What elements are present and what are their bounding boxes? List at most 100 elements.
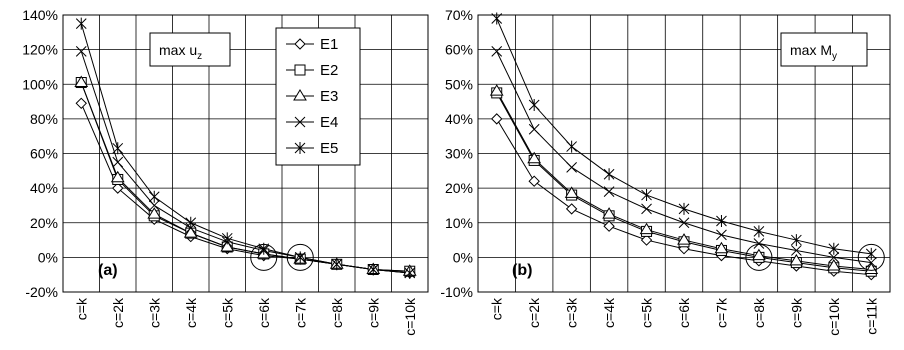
x-tick-label: c=k (73, 297, 89, 320)
x-tick-label: c=6k (256, 297, 272, 328)
data-point-e4 (112, 156, 124, 168)
data-point-e3 (489, 84, 504, 96)
y-tick-label: 120% (22, 42, 58, 58)
y-tick-label: 10% (445, 215, 473, 231)
x-tick-label: c=4k (183, 297, 199, 328)
data-point-e4 (753, 238, 765, 249)
data-point-e3 (220, 240, 235, 252)
data-point-e1 (565, 203, 578, 215)
panel-label: (b) (512, 262, 532, 279)
data-point-e4 (716, 229, 727, 241)
data-point-e3 (789, 253, 804, 266)
data-point-e5 (566, 140, 577, 153)
chart-panel-a: -20% 0% 20% 40% 60% 80% 100% 120% 140% c=k c=2k c=3… (22, 7, 429, 336)
y-tick-label: 0% (453, 249, 473, 265)
y-tick-label: 0% (38, 249, 58, 265)
data-point-e5 (75, 17, 87, 30)
data-point-e5 (828, 242, 840, 255)
data-point-e3 (677, 233, 691, 245)
plot-frame (477, 14, 891, 293)
x-tick-label: c=2k (526, 297, 542, 328)
chart-panel-b: -10% 0% 10% 20% 30% 40% 50% 60% 70% c=k c=2k c=3k c=… (440, 7, 891, 336)
legend-label: E2 (320, 62, 338, 79)
data-point-e3 (826, 259, 841, 271)
legend-marker-e4 (294, 116, 306, 128)
x-tick-label: c=7k (292, 297, 308, 328)
y-tick-label: 30% (445, 146, 473, 162)
y-tick-label: 60% (445, 42, 473, 58)
data-point-e5 (641, 189, 652, 202)
highlight-circle (745, 243, 773, 271)
data-point-e3 (864, 262, 879, 274)
y-tick-label: 100% (22, 76, 58, 92)
data-point-e5 (367, 263, 379, 276)
y-tick-label: 70% (445, 7, 473, 23)
data-point-e4 (566, 161, 577, 173)
annotation-label: max My (790, 42, 837, 62)
x-tick-label: c=5k (219, 297, 235, 328)
data-point-e1 (75, 97, 87, 110)
data-point-e1 (112, 182, 124, 194)
data-point-e3 (752, 248, 766, 261)
y-tick-label: 60% (30, 146, 58, 162)
legend-marker-e3 (293, 89, 307, 101)
x-tick-label: c=3k (146, 297, 162, 328)
legend-marker-e2 (294, 64, 306, 76)
x-tick-label: c=k (489, 297, 505, 320)
data-point-e3 (183, 226, 198, 238)
data-point-e3 (602, 207, 616, 219)
data-point-e5 (491, 12, 503, 25)
data-point-e1 (640, 234, 653, 246)
legend-label: E5 (320, 140, 338, 157)
data-point-e1 (491, 113, 503, 125)
y-tick-label: 140% (22, 7, 58, 23)
data-point-e5 (294, 251, 306, 264)
data-point-e5 (112, 142, 124, 155)
data-point-e3 (147, 207, 162, 219)
data-point-e5 (716, 215, 727, 228)
data-point-e4 (491, 46, 503, 57)
x-tick-label: c=9k (788, 297, 804, 328)
highlight-circle (250, 243, 278, 271)
annotation-subscript: z (197, 51, 202, 62)
y-tick-label: 20% (30, 215, 58, 231)
data-point-e5 (753, 225, 765, 238)
data-point-e5 (603, 168, 615, 181)
data-point-e4 (678, 217, 690, 229)
highlight-circle (286, 243, 314, 271)
data-point-e5 (148, 190, 160, 203)
legend-label: E1 (320, 36, 338, 53)
annotation-label: max uz (159, 42, 202, 62)
y-tick-label: 80% (30, 111, 58, 127)
data-point-e1 (603, 220, 615, 232)
panel-label: (a) (98, 262, 118, 279)
legend-marker-e5 (294, 142, 306, 154)
data-point-e3 (74, 75, 89, 88)
data-point-e3 (527, 151, 542, 164)
y-tick-label: 40% (30, 180, 58, 196)
y-tick-label: -20% (25, 284, 58, 300)
data-point-e5 (791, 234, 802, 247)
data-point-e5 (185, 216, 197, 229)
data-point-e3 (564, 186, 579, 198)
x-tick-label: c=7k (713, 297, 729, 328)
annotation-subscript: y (832, 51, 837, 62)
x-tick-label: c=3k (564, 297, 580, 328)
data-point-e5 (865, 247, 877, 260)
data-point-e5 (331, 258, 343, 271)
data-point-e4 (791, 245, 802, 256)
x-tick-label: c=10k (402, 297, 418, 336)
data-point-e4 (603, 186, 615, 197)
x-tick-label: c=9k (365, 297, 381, 328)
data-point-e1 (528, 175, 540, 187)
data-point-e3 (639, 222, 654, 235)
legend-marker-e1 (294, 38, 306, 50)
data-point-e4 (528, 123, 540, 135)
series-line-e5 (80, 23, 410, 274)
data-point-e5 (221, 232, 233, 245)
data-point-e4 (148, 200, 160, 211)
annotation-main: max M (790, 42, 832, 58)
x-tick-label: c=5k (639, 297, 655, 328)
x-tick-label: c=8k (329, 297, 345, 328)
